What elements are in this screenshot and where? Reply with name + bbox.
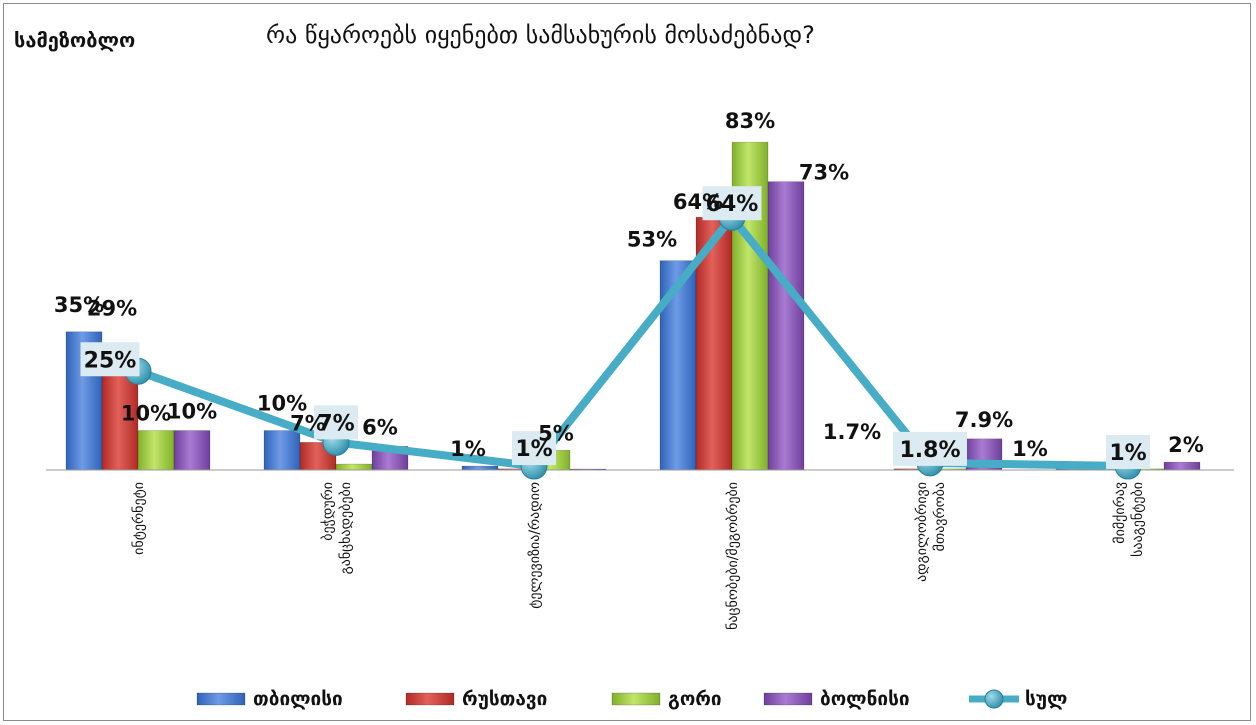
- category-labels-layer: ინტერნეტი ბეჭდური განცხადებები ტელევიზია/რა…: [130, 482, 1146, 630]
- total-label-box-2: [512, 431, 556, 466]
- category-label-0: ინტერნეტი: [130, 482, 147, 555]
- bar-label-1-1: 7%: [290, 411, 326, 435]
- total-label-box-1: [314, 405, 358, 440]
- category-label-5-line-0: მიმქირავ: [1111, 482, 1128, 544]
- bar-label-2-0: 10%: [121, 402, 171, 426]
- bar-label-3-5: 2%: [1168, 433, 1204, 457]
- legend-label-0: თბილისი: [253, 688, 343, 710]
- bar-0-3: [659, 260, 697, 471]
- total-label-2: 1%: [515, 437, 552, 462]
- bar-label-0-5: 1%: [1012, 437, 1048, 461]
- category-label-2: ტელევიზია/რადიო: [526, 482, 543, 609]
- bar-label-3-3: 73%: [799, 161, 849, 185]
- total-label-1: 7%: [317, 411, 354, 436]
- legend-label-3: ბოლნისი: [820, 688, 910, 710]
- total-label-4: 1.8%: [899, 438, 960, 463]
- chart-frame: სამეზობლო რა წყაროებს იყენებთ სამსახურის…: [3, 3, 1251, 721]
- bar-label-1-4: 1.7%: [823, 420, 881, 444]
- category-label-4-line-1: მთავრობა: [931, 482, 948, 551]
- bar-label-0-1: 10%: [257, 392, 307, 416]
- total-label-0: 25%: [84, 348, 137, 373]
- chart-canvas: სამეზობლო რა წყაროებს იყენებთ სამსახურის…: [14, 21, 1234, 710]
- bar-label-2-3: 83%: [725, 109, 775, 133]
- legend-swatch-0: [196, 692, 246, 706]
- bar-label-0-2: 1%: [450, 437, 486, 461]
- legend-swatch-2: [611, 692, 661, 706]
- bar-label-3-0: 10%: [167, 400, 217, 424]
- legend: თბილისი რუსთავი გორი ბოლნისი სულ: [196, 688, 1067, 710]
- legend-swatch-3: [763, 692, 813, 706]
- bar-label-2-2: 5%: [538, 421, 574, 445]
- category-label-1-line-1: განცხადებები: [338, 482, 354, 574]
- bar-label-3-4: 7.9%: [955, 408, 1013, 432]
- bar-3-0: [173, 430, 211, 471]
- total-label-box-3: [702, 186, 762, 221]
- total-line-layer: 25% 7% 1% 64% 1.8% 1%: [80, 186, 1150, 480]
- bar-label-1-3: 64%: [673, 190, 723, 214]
- bar-label-1-0: 29%: [87, 296, 137, 320]
- bar-0-2: [461, 465, 499, 471]
- bar-3-3: [767, 181, 805, 471]
- category-label-3: ნაცნობები/მეგობრები: [724, 482, 741, 630]
- legend-label-1: რუსთავი: [462, 688, 547, 710]
- total-label-3: 64%: [706, 192, 759, 217]
- bar-3-5: [1163, 461, 1201, 471]
- category-label-5-line-1: სააგენტები: [1130, 482, 1146, 557]
- total-label-5: 1%: [1109, 441, 1146, 466]
- legend-swatch-1: [405, 692, 455, 706]
- total-label-box-4: [893, 431, 967, 466]
- corner-label: სამეზობლო: [14, 28, 135, 52]
- legend-label-2: გორი: [668, 688, 722, 710]
- bar-label-3-1: 6%: [362, 415, 398, 439]
- total-label-box-5: [1106, 435, 1150, 470]
- category-label-4-line-0: ადგილობრივი: [913, 482, 930, 582]
- bars-layer: [65, 141, 1201, 471]
- category-label-1-line-0: ბეჭდური: [319, 482, 336, 541]
- legend-marker-swatch: [984, 689, 1004, 709]
- chart-title: რა წყაროებს იყენებთ სამსახურის მოსაძებნა…: [266, 21, 815, 49]
- legend-label-4: სულ: [1025, 688, 1067, 710]
- bar-2-0: [137, 430, 175, 471]
- total-label-box-0: [80, 342, 140, 377]
- bar-2-1: [335, 463, 373, 471]
- bar-label-0-3: 53%: [627, 228, 677, 252]
- bar-0-1: [263, 430, 301, 471]
- data-labels-layer: 35% 10% 1% 53% 1% 29% 7% 64% 1.7% 10% 5% 83% 10% 6% 73…: [54, 109, 1204, 461]
- bar-label-0-0: 35%: [54, 293, 104, 317]
